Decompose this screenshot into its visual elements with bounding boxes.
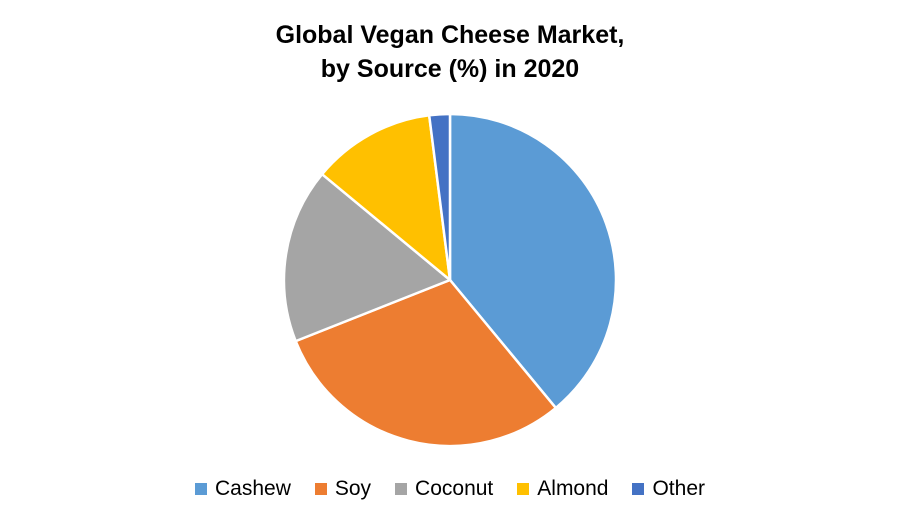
legend-item-cashew: Cashew <box>194 477 291 501</box>
chart-title-line-2: by Source (%) in 2020 <box>320 55 580 83</box>
pie-slice-cashew <box>448 112 618 410</box>
legend-label-coconut: Coconut <box>415 477 494 500</box>
legend-label-cashew: Cashew <box>214 477 291 500</box>
chart-legend: Cashew Soy Coconut Almond Other <box>0 477 900 501</box>
legend-swatch-coconut <box>395 483 408 495</box>
chart-title-line-1: Global Vegan Cheese Market, <box>275 21 625 49</box>
legend-item-almond: Almond <box>517 477 608 501</box>
legend-item-other: Other <box>632 477 705 501</box>
legend-swatch-soy <box>314 483 327 495</box>
legend-label-soy: Soy <box>334 477 372 500</box>
legend-item-soy: Soy <box>314 477 372 501</box>
legend-swatch-other <box>632 483 645 495</box>
legend-label-almond: Almond <box>537 477 609 500</box>
legend-swatch-almond <box>517 483 530 495</box>
pie-slice-soy <box>294 278 558 448</box>
legend-swatch-cashew <box>194 483 207 495</box>
legend-item-coconut: Coconut <box>395 477 493 501</box>
legend-label-other: Other <box>652 477 705 500</box>
pie-slice-coconut <box>282 172 452 343</box>
pie-slice-almond <box>320 114 452 282</box>
chart-title: Global Vegan Cheese Market, by Source (%… <box>0 18 900 86</box>
pie-slice-other <box>427 112 452 282</box>
